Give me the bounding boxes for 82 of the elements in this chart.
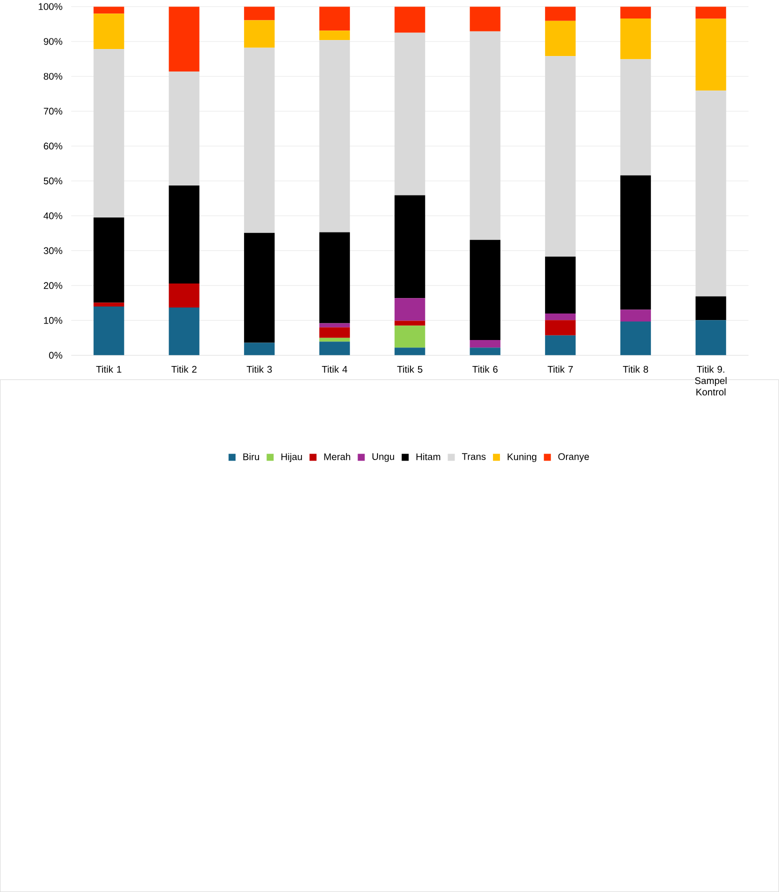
bar	[696, 320, 726, 356]
bar	[620, 310, 651, 322]
bar	[696, 6, 726, 19]
bar	[168, 283, 200, 308]
bar	[394, 326, 426, 348]
bar	[545, 20, 576, 56]
bar	[470, 340, 500, 348]
bar	[94, 14, 124, 50]
y-tick-label: 20%	[44, 282, 62, 289]
bar	[545, 335, 576, 356]
bar	[620, 321, 651, 356]
bar	[168, 6, 200, 72]
legend-label: Hitam	[416, 453, 440, 460]
bar	[94, 306, 124, 356]
bar	[94, 218, 124, 303]
bar	[394, 6, 426, 33]
legend-label: Hijau	[281, 453, 302, 462]
bar	[319, 6, 350, 31]
bar	[620, 18, 651, 60]
legend-label: Kuning	[508, 453, 536, 462]
bar	[244, 6, 275, 20]
bar	[319, 40, 350, 232]
bar	[545, 320, 576, 336]
y-tick-label: 40%	[44, 212, 62, 220]
bar	[545, 56, 576, 257]
bar	[696, 296, 726, 320]
bar	[394, 320, 426, 326]
x-tick-label: Titik 2	[171, 366, 197, 373]
bar	[319, 342, 350, 356]
bar	[319, 338, 350, 342]
bar	[94, 6, 124, 14]
bar	[94, 302, 124, 306]
bar	[244, 232, 275, 343]
x-tick-label: Titik 5	[397, 366, 422, 373]
y-tick-label: 0%	[49, 352, 62, 359]
bar	[620, 175, 651, 310]
bar	[319, 327, 350, 338]
bar	[470, 348, 500, 356]
x-tick-label: Titik 3	[246, 366, 272, 373]
legend-label: Biru	[243, 453, 260, 460]
bar	[168, 308, 200, 356]
bar	[319, 232, 350, 324]
bar	[244, 48, 275, 233]
bar	[394, 32, 426, 196]
bar	[620, 59, 651, 176]
bar	[168, 71, 200, 186]
x-tick-label: Titik 4	[322, 366, 348, 373]
legend-label: Ungu	[372, 453, 394, 462]
y-tick-label: 80%	[44, 72, 62, 80]
bar	[244, 20, 275, 48]
bar	[319, 30, 350, 40]
x-tick-label: Titik 9. Sampel Kontrol	[695, 366, 727, 396]
y-tick-label: 100%	[38, 3, 62, 10]
x-tick-label: Titik 1	[96, 366, 122, 373]
x-tick-label: Titik 8	[622, 366, 648, 373]
legend-label: Oranye	[558, 453, 589, 462]
y-tick-label: 50%	[44, 178, 62, 184]
y-tick-label: 10%	[44, 317, 62, 324]
legend-label: Trans	[462, 453, 486, 460]
x-tick-label: Titik 6	[472, 366, 498, 373]
bar	[696, 90, 726, 296]
bar	[470, 6, 500, 32]
bar	[470, 240, 500, 340]
y-tick-label: 30%	[44, 247, 62, 254]
y-tick-label: 60%	[44, 142, 62, 150]
bar	[394, 195, 426, 298]
bar	[545, 6, 576, 21]
x-tick-label: Titik 7	[548, 366, 573, 373]
bar	[244, 342, 275, 356]
bar	[545, 256, 576, 314]
bar	[94, 49, 124, 218]
bar	[394, 298, 426, 321]
bar	[168, 185, 200, 284]
bar	[470, 31, 500, 240]
y-tick-label: 90%	[44, 38, 62, 45]
bar	[545, 313, 576, 320]
legend-label: Merah	[324, 453, 350, 460]
bar	[394, 348, 426, 356]
y-tick-label: 70%	[44, 108, 62, 115]
bar	[319, 323, 350, 328]
bar	[696, 18, 726, 91]
bar	[620, 6, 651, 18]
